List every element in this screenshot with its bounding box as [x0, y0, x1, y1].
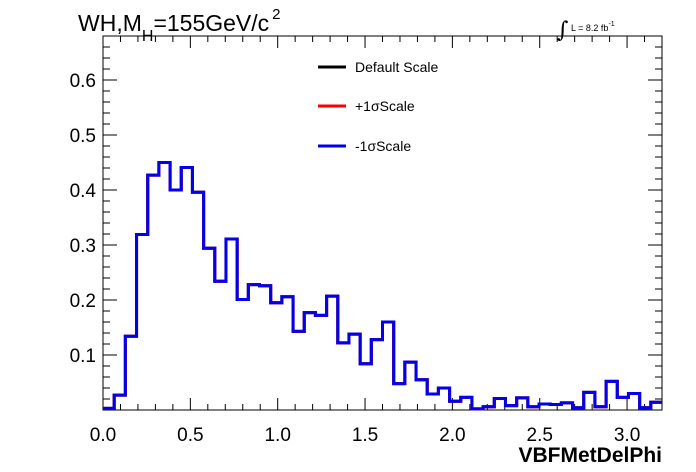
- chart-title: WH,MH=155GeV/c 2: [78, 6, 281, 45]
- y-tick-label: 0.4: [70, 181, 97, 202]
- lumi-exponent: -1: [608, 21, 615, 28]
- series-line: [103, 161, 662, 411]
- title-subscript: H: [141, 28, 154, 45]
- title-rest: =155GeV/c: [153, 10, 270, 36]
- x-tick-label: 1.5: [352, 425, 378, 446]
- tick-labels: 0.0 0.5 1.0 1.5 2.0 2.5 3.0 0.1 0.2 0.3 0.4 0.5 0.6: [70, 71, 641, 446]
- lumi-text: L = 8.2 fb: [570, 23, 609, 33]
- plot-frame: [102, 35, 663, 411]
- series-line: [103, 161, 662, 411]
- series-layer: [103, 161, 662, 411]
- legend-label: Default Scale: [355, 59, 438, 75]
- x-tick-label: 0.5: [177, 425, 203, 446]
- x-tick-label: 1.0: [264, 425, 290, 446]
- luminosity-label: ∫ L = 8.2 fb-1: [557, 12, 615, 43]
- title-superscript: 2: [272, 6, 281, 23]
- y-tick-label: 0.2: [70, 291, 96, 312]
- y-tick-label: 0.5: [70, 126, 96, 147]
- x-tick-label: 2.0: [439, 425, 465, 446]
- axis-ticks: [102, 35, 663, 411]
- y-tick-label: 0.1: [70, 346, 96, 367]
- integral-icon: ∫: [557, 18, 569, 43]
- x-axis-label: VBFMetDelPhi: [518, 444, 662, 467]
- y-tick-label: 0.6: [70, 71, 96, 92]
- series-line: [103, 161, 662, 411]
- title-text: WH,M: [78, 10, 142, 36]
- y-tick-label: 0.3: [70, 236, 96, 257]
- legend-label: +1σScale: [355, 98, 415, 114]
- legend: Default Scale +1σScale -1σScale: [318, 59, 438, 154]
- x-tick-label: 2.5: [527, 425, 553, 446]
- x-tick-label: 0.0: [90, 425, 116, 446]
- x-tick-label: 3.0: [614, 425, 640, 446]
- legend-label: -1σScale: [355, 138, 411, 154]
